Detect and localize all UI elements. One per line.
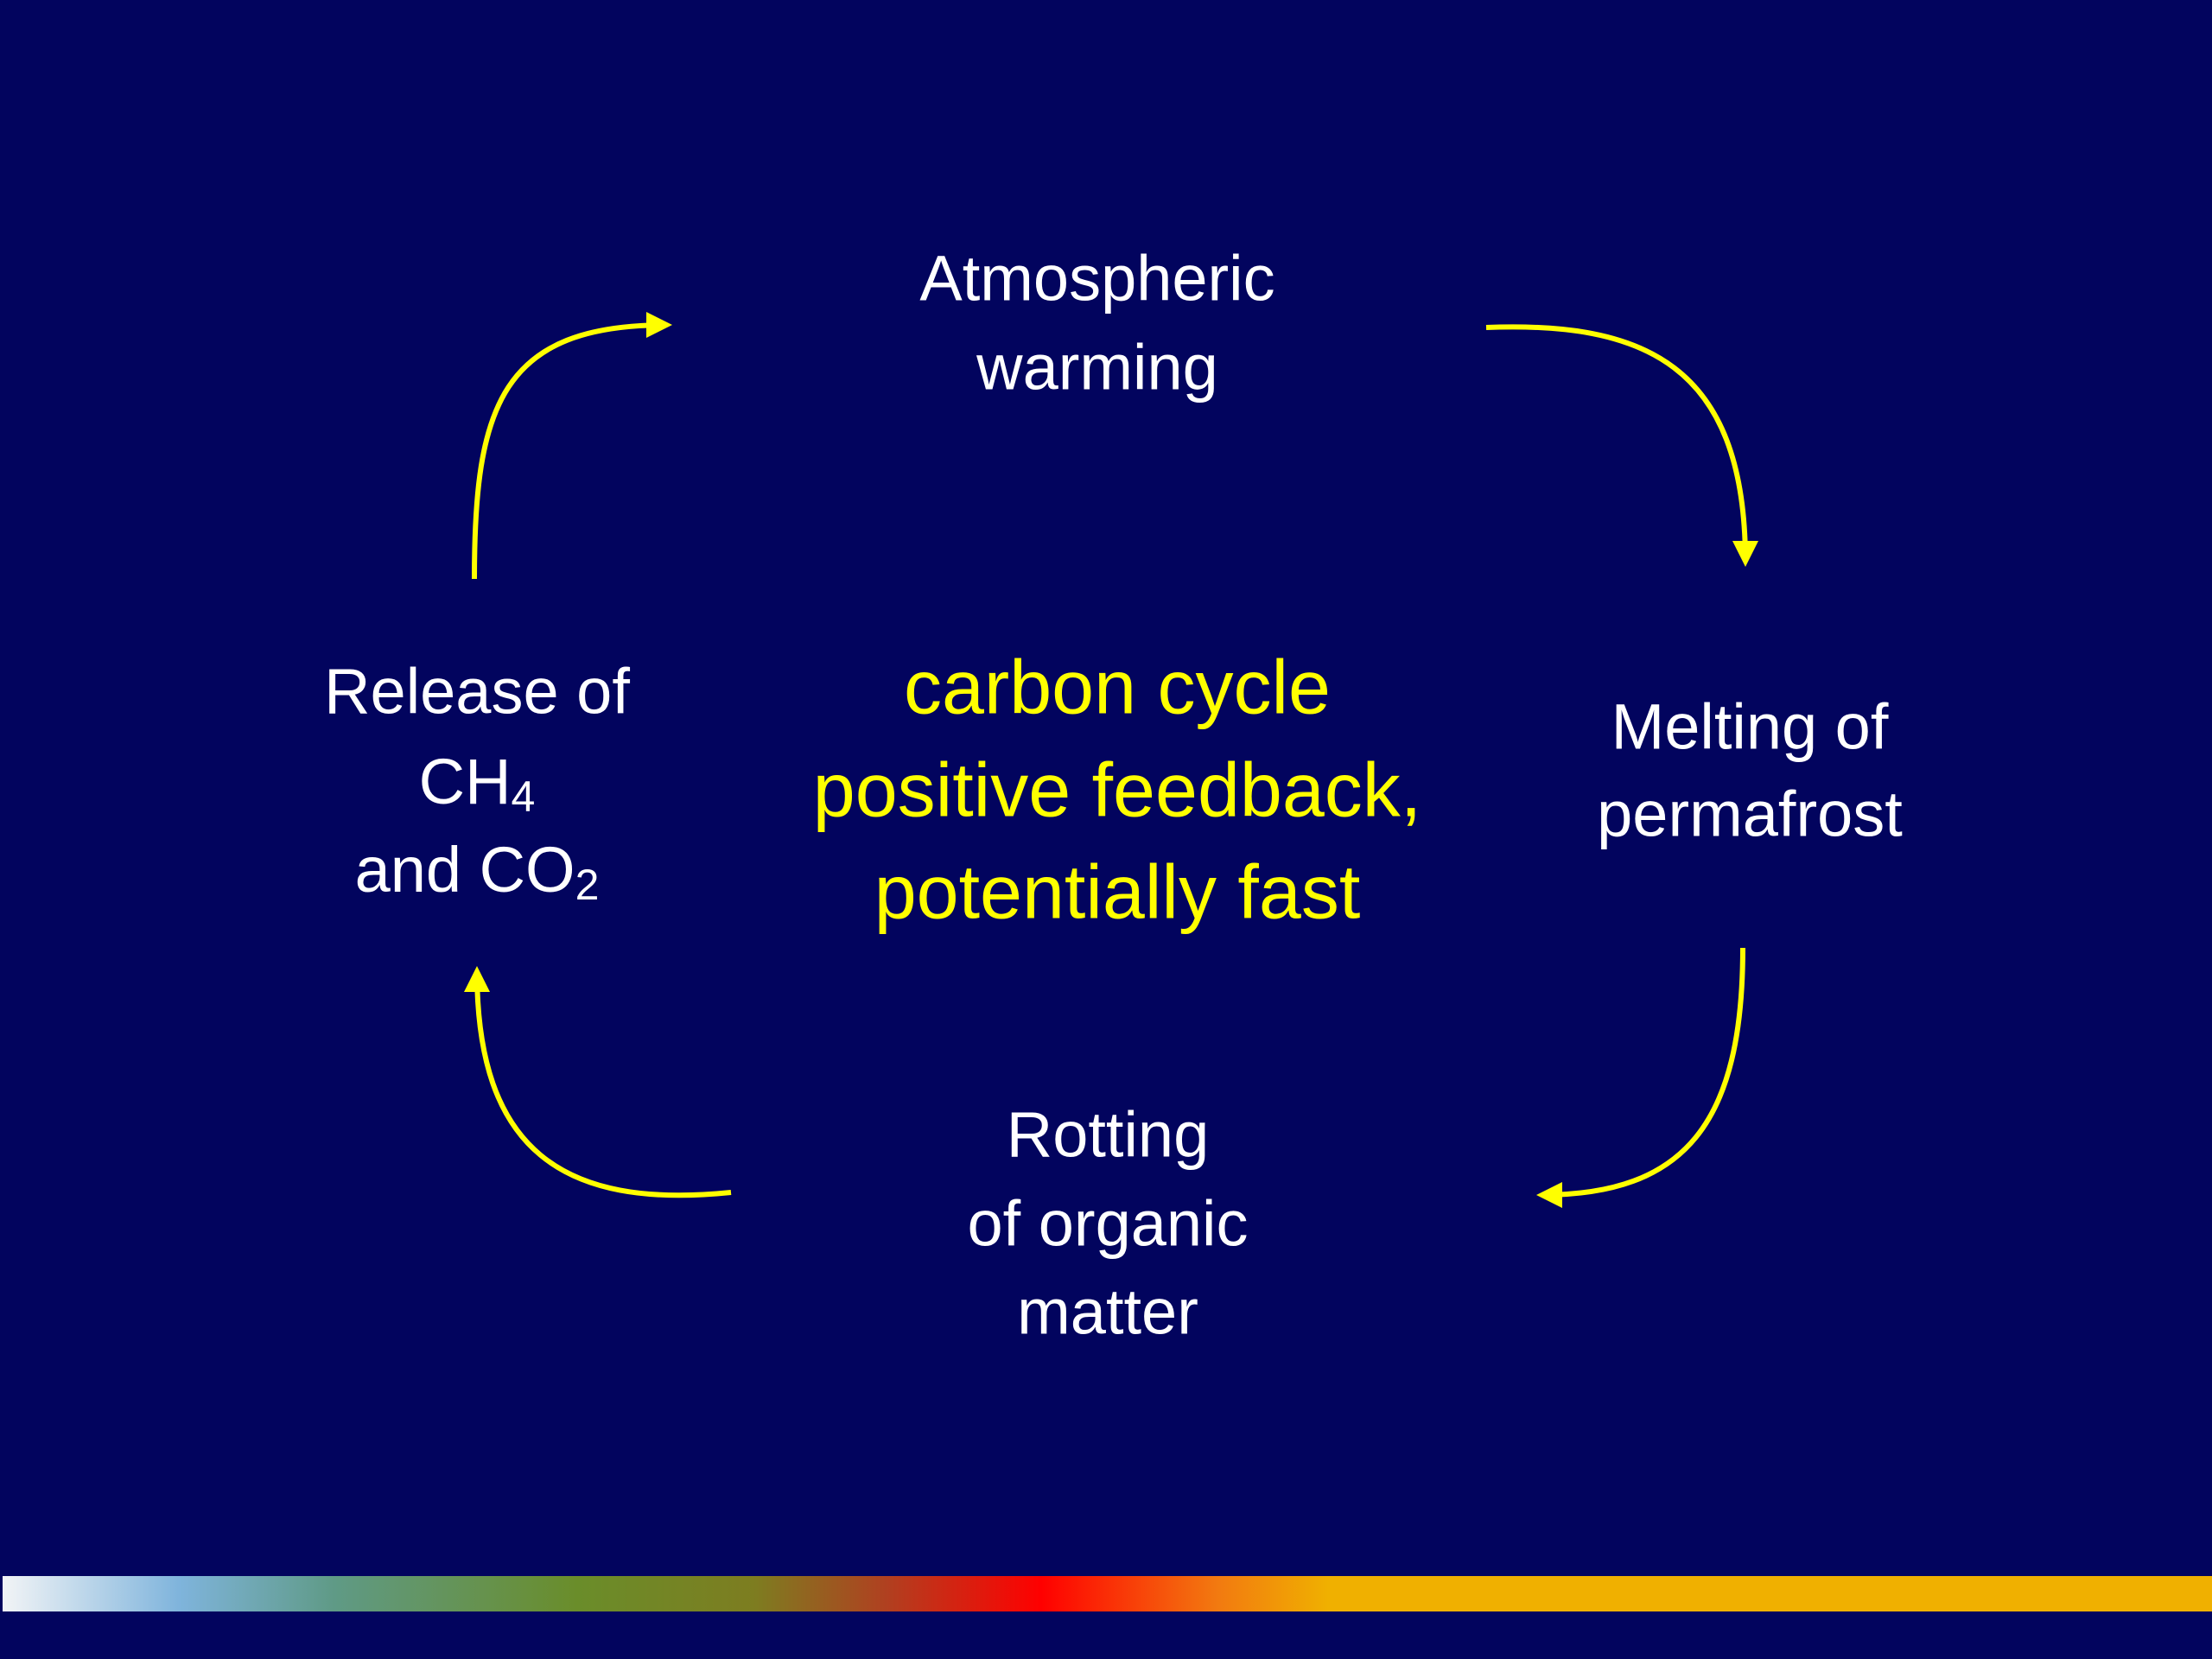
node-label: of organic (968, 1188, 1249, 1260)
node-label: Melting of (1611, 691, 1889, 763)
center-label: carbon cycle positive feedback, potentia… (813, 645, 1421, 935)
node-label: permafrost (1597, 779, 1903, 850)
node: Release of CH4 and CO2 (324, 656, 630, 910)
formula: CH (419, 746, 512, 817)
node-label: CH4 (419, 746, 536, 822)
node-label: warming (976, 332, 1218, 404)
arrow (1536, 947, 1745, 1208)
node-label: Release of (324, 656, 630, 728)
center-line: potentially fast (874, 849, 1361, 935)
node-label: and CO2 (355, 834, 600, 910)
node: Rotting of organic matter (968, 1099, 1249, 1348)
node-label: matter (1017, 1276, 1198, 1348)
subscript: 2 (575, 861, 600, 909)
subscript: 4 (512, 772, 536, 821)
center-line: positive feedback, (813, 747, 1421, 833)
node-label: Rotting (1007, 1099, 1209, 1171)
center-line: carbon cycle (904, 645, 1331, 730)
arrow (1485, 324, 1758, 567)
node: Melting of permafrost (1597, 691, 1903, 850)
color-band (3, 1576, 2212, 1611)
node: Atmospheric warming (919, 243, 1274, 404)
formula: and CO (355, 834, 575, 906)
arrow (464, 966, 732, 1198)
node-label: Atmospheric (919, 243, 1274, 315)
arrow (472, 312, 672, 580)
